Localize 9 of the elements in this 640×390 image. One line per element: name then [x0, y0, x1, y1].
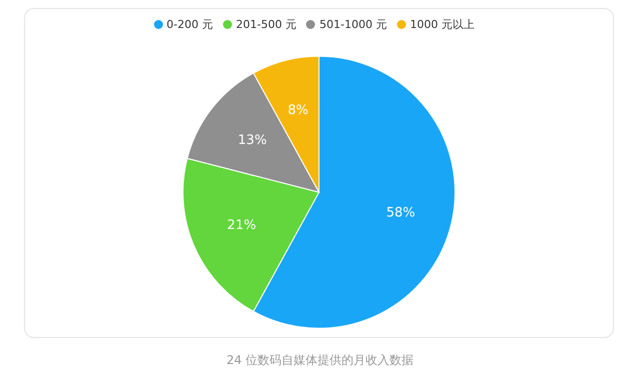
text: 24 位数码自媒体提供的月收入数据: [225, 352, 415, 369]
legend-label: 0-200 元: [166, 18, 214, 31]
legend-label: 501-1000 元: [319, 18, 387, 31]
data-label: 58%: [386, 206, 416, 221]
legend-label: 1000 元以上: [410, 18, 474, 31]
data-label: 8%: [288, 103, 308, 118]
legend-label: 201-500 元: [236, 18, 296, 31]
data-label: 21%: [227, 218, 256, 234]
data-label: 13%: [238, 133, 267, 148]
